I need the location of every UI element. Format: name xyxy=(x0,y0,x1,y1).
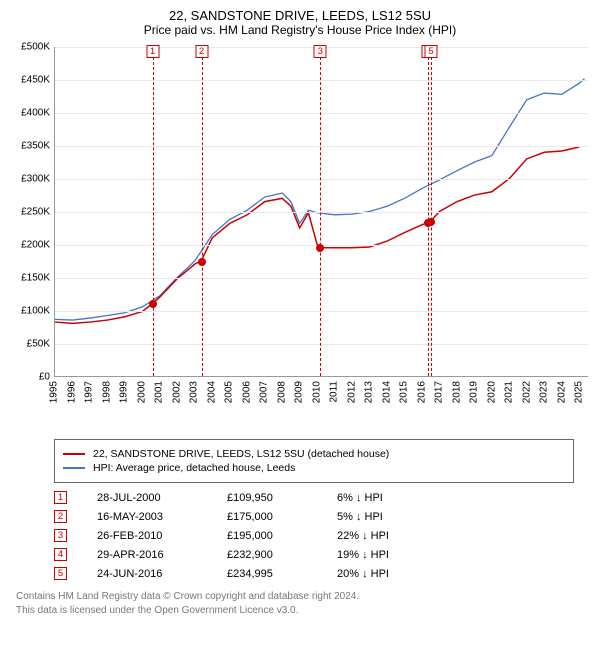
x-axis-label: 2022 xyxy=(521,381,532,403)
y-axis-label: £500K xyxy=(8,42,50,53)
x-axis-label: 1997 xyxy=(84,381,95,403)
x-axis-label: 2021 xyxy=(504,381,515,403)
sale-row-date: 24-JUN-2016 xyxy=(97,568,197,580)
y-axis-label: £250K xyxy=(8,207,50,218)
x-axis-label: 2012 xyxy=(346,381,357,403)
legend-box: 22, SANDSTONE DRIVE, LEEDS, LS12 5SU (de… xyxy=(54,439,574,483)
sale-row-diff: 19% ↓ HPI xyxy=(337,549,427,561)
sale-table-row: 2 16-MAY-2003 £175,000 5% ↓ HPI xyxy=(54,510,592,523)
sale-marker-dot xyxy=(149,300,157,308)
sale-marker-dot xyxy=(316,244,324,252)
sale-row-date: 28-JUL-2000 xyxy=(97,492,197,504)
y-axis-label: £50K xyxy=(8,339,50,350)
sale-table-row: 5 24-JUN-2016 £234,995 20% ↓ HPI xyxy=(54,567,592,580)
x-axis-label: 2007 xyxy=(259,381,270,403)
sale-row-diff: 6% ↓ HPI xyxy=(337,492,427,504)
legend-swatch xyxy=(63,453,85,455)
chart-area: 12345 £0£50K£100K£150K£200K£250K£300K£35… xyxy=(8,43,592,433)
sale-row-price: £175,000 xyxy=(227,511,307,523)
footnote-line1: Contains HM Land Registry data © Crown c… xyxy=(16,590,592,604)
x-axis-label: 2011 xyxy=(329,381,340,403)
sale-row-number: 2 xyxy=(54,510,67,523)
x-axis-label: 2000 xyxy=(136,381,147,403)
sale-marker-dot xyxy=(198,258,206,266)
sale-row-number: 4 xyxy=(54,548,67,561)
sale-row-diff: 20% ↓ HPI xyxy=(337,568,427,580)
sale-row-date: 29-APR-2016 xyxy=(97,549,197,561)
sale-marker-line xyxy=(202,47,203,376)
sale-row-price: £195,000 xyxy=(227,530,307,542)
legend-label: HPI: Average price, detached house, Leed… xyxy=(93,462,295,474)
footnote: Contains HM Land Registry data © Crown c… xyxy=(16,590,592,617)
sale-row-number: 3 xyxy=(54,529,67,542)
plot-region: 12345 xyxy=(54,47,588,377)
legend-swatch xyxy=(63,467,85,469)
x-axis-label: 2017 xyxy=(434,381,445,403)
sale-marker-line xyxy=(320,47,321,376)
x-axis-label: 2019 xyxy=(469,381,480,403)
x-axis-label: 2016 xyxy=(416,381,427,403)
y-axis-label: £150K xyxy=(8,273,50,284)
y-axis-label: £0 xyxy=(8,372,50,383)
y-axis-label: £200K xyxy=(8,240,50,251)
footnote-line2: This data is licensed under the Open Gov… xyxy=(16,604,592,618)
x-axis-label: 2018 xyxy=(451,381,462,403)
sale-row-price: £234,995 xyxy=(227,568,307,580)
x-axis-label: 2002 xyxy=(171,381,182,403)
legend-item: 22, SANDSTONE DRIVE, LEEDS, LS12 5SU (de… xyxy=(63,448,565,460)
x-axis-label: 2004 xyxy=(206,381,217,403)
sale-marker-line xyxy=(428,47,429,376)
sale-row-price: £109,950 xyxy=(227,492,307,504)
sale-table-row: 4 29-APR-2016 £232,900 19% ↓ HPI xyxy=(54,548,592,561)
legend-label: 22, SANDSTONE DRIVE, LEEDS, LS12 5SU (de… xyxy=(93,448,389,460)
x-axis-label: 2014 xyxy=(381,381,392,403)
sale-row-diff: 5% ↓ HPI xyxy=(337,511,427,523)
sale-table-row: 1 28-JUL-2000 £109,950 6% ↓ HPI xyxy=(54,491,592,504)
sale-row-date: 26-FEB-2010 xyxy=(97,530,197,542)
sale-row-price: £232,900 xyxy=(227,549,307,561)
x-axis-label: 2010 xyxy=(311,381,322,403)
x-axis-label: 2008 xyxy=(276,381,287,403)
x-axis-label: 1996 xyxy=(66,381,77,403)
chart-series-line xyxy=(55,147,579,323)
x-axis-label: 2005 xyxy=(224,381,235,403)
x-axis-label: 2020 xyxy=(486,381,497,403)
x-axis-label: 2009 xyxy=(294,381,305,403)
y-axis-label: £350K xyxy=(8,141,50,152)
sale-marker-line xyxy=(153,47,154,376)
y-axis-label: £300K xyxy=(8,174,50,185)
x-axis-label: 2023 xyxy=(539,381,550,403)
x-axis-label: 1995 xyxy=(49,381,60,403)
sale-row-date: 16-MAY-2003 xyxy=(97,511,197,523)
sale-table-row: 3 26-FEB-2010 £195,000 22% ↓ HPI xyxy=(54,529,592,542)
y-axis-label: £450K xyxy=(8,75,50,86)
x-axis-label: 2001 xyxy=(154,381,165,403)
sale-row-number: 5 xyxy=(54,567,67,580)
x-axis-label: 2024 xyxy=(556,381,567,403)
x-axis-label: 1999 xyxy=(119,381,130,403)
x-axis-label: 2025 xyxy=(574,381,585,403)
sale-marker-dot xyxy=(427,218,435,226)
chart-title: 22, SANDSTONE DRIVE, LEEDS, LS12 5SU xyxy=(8,8,592,23)
x-axis-label: 1998 xyxy=(101,381,112,403)
sale-marker-number: 2 xyxy=(195,45,208,58)
x-axis-label: 2013 xyxy=(364,381,375,403)
sale-marker-number: 3 xyxy=(314,45,327,58)
y-axis-label: £400K xyxy=(8,108,50,119)
x-axis-label: 2006 xyxy=(241,381,252,403)
legend-item: HPI: Average price, detached house, Leed… xyxy=(63,462,565,474)
sale-row-number: 1 xyxy=(54,491,67,504)
x-axis-label: 2003 xyxy=(189,381,200,403)
sale-marker-line xyxy=(431,47,432,376)
sale-row-diff: 22% ↓ HPI xyxy=(337,530,427,542)
sale-marker-number: 5 xyxy=(425,45,438,58)
sale-marker-number: 1 xyxy=(146,45,159,58)
y-axis-label: £100K xyxy=(8,306,50,317)
x-axis-label: 2015 xyxy=(399,381,410,403)
chart-subtitle: Price paid vs. HM Land Registry's House … xyxy=(8,23,592,37)
